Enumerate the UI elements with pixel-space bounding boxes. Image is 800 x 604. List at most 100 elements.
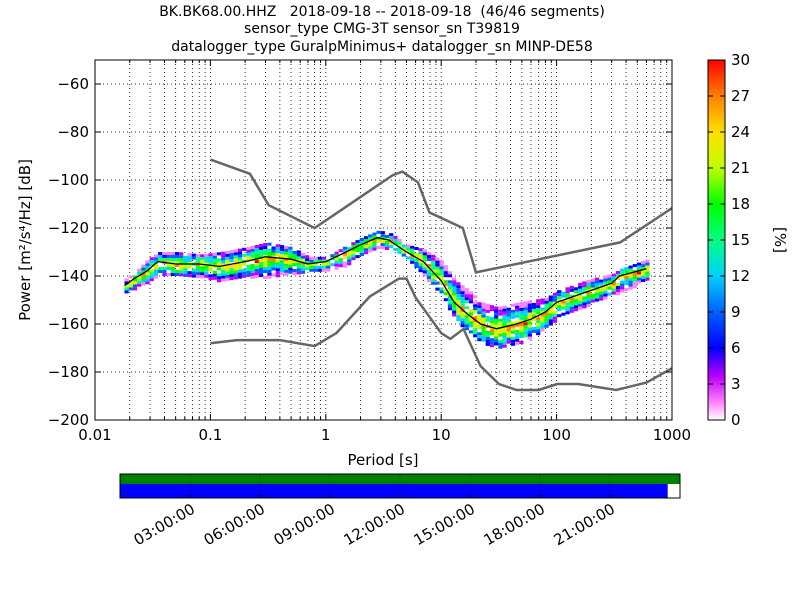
density-cell: [288, 261, 293, 265]
density-cell: [548, 301, 553, 305]
density-cell: [368, 246, 373, 250]
density-cell: [523, 310, 528, 314]
density-cell: [288, 246, 293, 250]
density-cell: [233, 264, 238, 268]
density-cell: [607, 283, 612, 287]
density-cell: [536, 329, 541, 333]
density-cell: [153, 263, 159, 267]
density-cell: [628, 283, 633, 287]
density-cell: [452, 277, 457, 281]
density-cell: [174, 255, 180, 258]
density-cell: [279, 245, 285, 249]
density-cell: [216, 267, 222, 271]
density-cell: [246, 267, 251, 271]
density-cell: [641, 273, 646, 277]
density-cell: [246, 255, 251, 259]
density-cell: [187, 271, 192, 275]
density-cell: [338, 264, 343, 268]
density-cell: [372, 247, 377, 251]
density-cell: [515, 332, 520, 336]
density-cell: [254, 275, 259, 278]
y-tick-label: −140: [48, 267, 89, 285]
density-cell: [208, 253, 213, 257]
density-cell: [481, 305, 486, 309]
density-cell: [452, 292, 457, 296]
density-cell: [489, 338, 495, 342]
density-cell: [561, 312, 566, 316]
density-cell: [636, 280, 642, 284]
density-cell: [464, 306, 469, 310]
density-cell: [397, 244, 402, 248]
density-cell: [267, 263, 272, 267]
density-cell: [439, 275, 444, 279]
density-cell: [305, 261, 310, 265]
density-cell: [460, 300, 465, 304]
density-cell: [473, 301, 478, 305]
density-cell: [422, 264, 427, 268]
density-cell: [124, 278, 129, 282]
density-cell: [334, 263, 339, 267]
density-cell: [271, 261, 276, 265]
colorbar-tick-label: 24: [731, 123, 750, 141]
density-cell: [431, 254, 436, 258]
density-cell: [204, 271, 209, 275]
density-cell: [313, 262, 318, 266]
density-cell: [519, 308, 524, 311]
density-cell: [485, 342, 490, 346]
density-cell: [582, 281, 587, 285]
density-cell: [485, 333, 490, 337]
density-cell: [229, 271, 234, 275]
density-cell: [418, 269, 423, 273]
density-cell: [552, 298, 558, 302]
density-cell: [183, 264, 188, 268]
density-cell: [300, 270, 306, 274]
density-cell: [481, 314, 486, 318]
density-cell: [145, 275, 150, 279]
density-cell: [292, 269, 297, 272]
density-cell: [557, 290, 562, 294]
density-cell: [246, 270, 251, 274]
density-cell: [254, 254, 259, 257]
density-cell: [166, 255, 171, 258]
density-cell: [141, 282, 146, 286]
density-cell: [523, 307, 528, 311]
density-cell: [502, 317, 507, 321]
y-tick-label: −180: [48, 363, 89, 381]
density-cell: [641, 264, 646, 268]
density-cell: [641, 276, 646, 280]
density-cell: [439, 263, 444, 267]
density-cell: [208, 274, 213, 278]
density-cell: [594, 280, 600, 284]
density-cell: [221, 257, 226, 261]
density-cell: [309, 268, 314, 272]
density-cell: [632, 273, 637, 277]
density-cell: [267, 275, 272, 279]
colorbar-ticks: 0 3 6 9 12 15 18 21 24 27 30: [708, 51, 750, 429]
density-cell: [174, 258, 180, 261]
density-cell: [195, 275, 201, 279]
density-cell: [258, 274, 264, 277]
density-cell: [376, 239, 381, 243]
density-cell: [502, 341, 507, 345]
density-cell: [267, 266, 272, 270]
density-cell: [275, 265, 280, 269]
density-cell: [279, 248, 285, 252]
density-cell: [153, 272, 159, 276]
density-cell: [636, 277, 642, 281]
density-cell: [569, 288, 574, 292]
density-cell: [468, 297, 474, 301]
density-cell: [342, 252, 348, 256]
density-cell: [481, 332, 486, 336]
density-cell: [481, 302, 486, 306]
density-cell: [519, 317, 524, 320]
density-cell: [531, 302, 537, 306]
density-cell: [208, 256, 213, 260]
density-cell: [477, 314, 482, 318]
density-cell: [494, 321, 499, 325]
density-cell: [426, 255, 432, 258]
density-cell: [422, 270, 427, 274]
density-cell: [334, 257, 339, 261]
density-cell: [456, 318, 461, 322]
density-cell: [477, 338, 482, 342]
